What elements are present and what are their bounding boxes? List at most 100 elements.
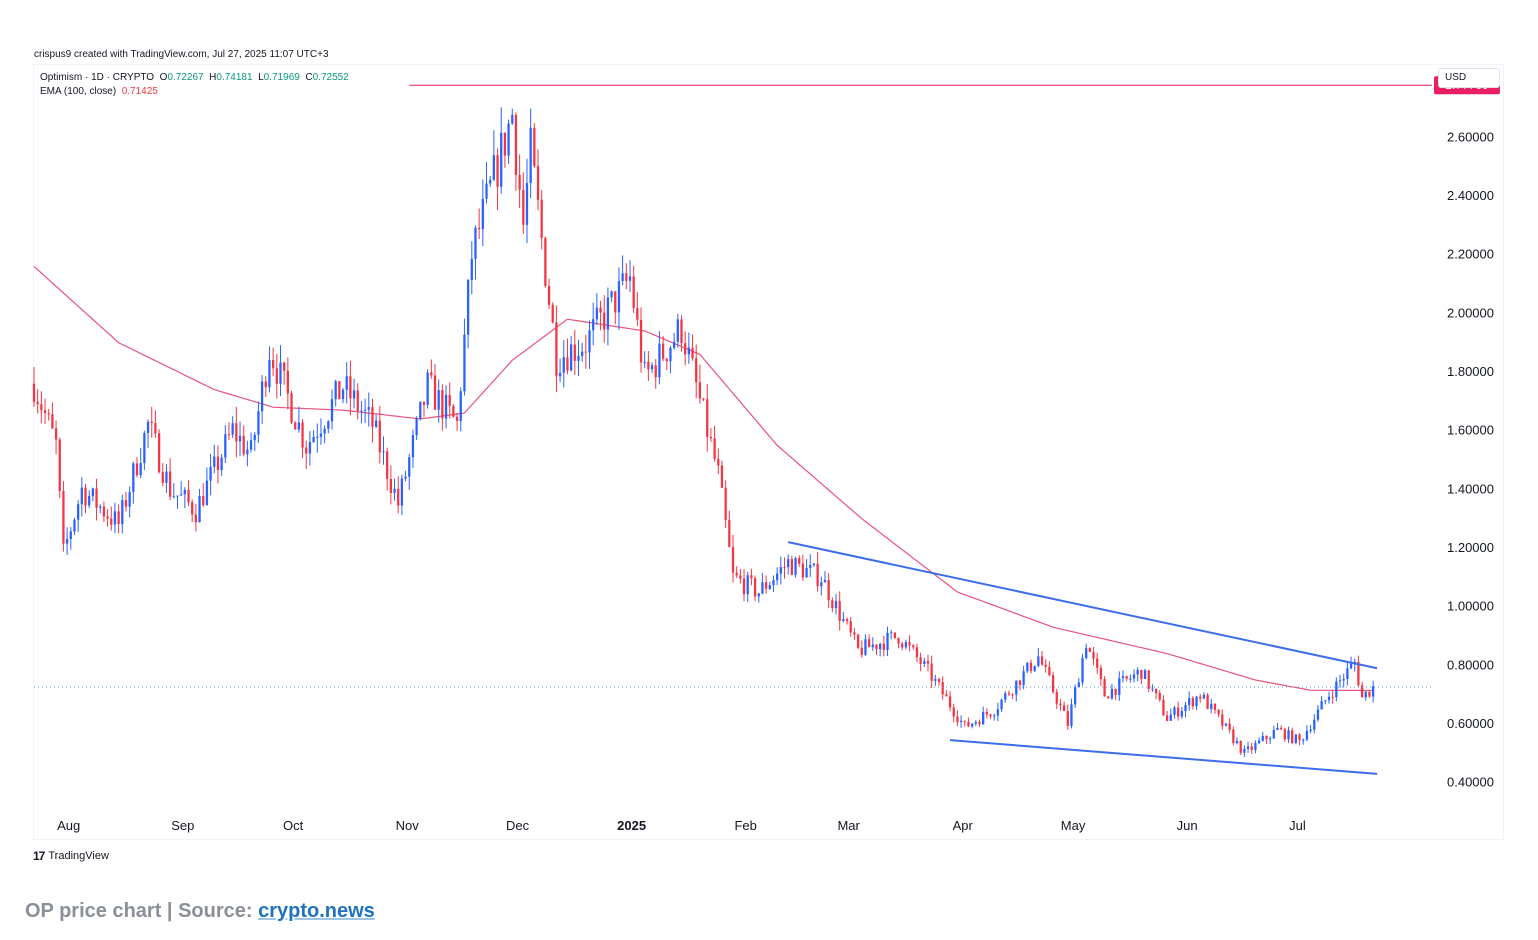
candle-body [393,488,396,493]
candle-body [1349,663,1353,669]
candle-body [566,357,569,371]
candle-body [536,166,540,200]
candle-body [1066,711,1069,726]
candle-body [312,436,315,442]
high-label: H [209,72,217,83]
candle-body [1287,730,1290,740]
candle-body [73,519,76,532]
candle-body [124,500,128,507]
candle-body [43,410,47,414]
candle-body [904,642,908,648]
chart-pane[interactable] [33,64,1504,840]
candle-body [161,472,164,483]
candle-body [1037,656,1040,666]
candle-body [915,647,919,658]
candle-body [1232,729,1235,744]
candle-body [165,471,168,483]
candle-body [739,575,742,579]
candle-body [1346,668,1349,680]
candle-body [772,580,775,586]
candle-body [386,451,389,479]
candle-body [643,361,646,363]
candle-body [603,312,606,330]
candle-body [569,344,573,371]
candle-body [441,390,444,419]
high-value: 0.74181 [216,72,253,83]
candle-body [238,435,242,442]
candle-body [305,447,308,454]
candle-body [1000,699,1003,710]
candle-body [948,696,952,708]
candle-body [1055,691,1058,704]
candle-body [415,418,418,436]
candle-body [1143,670,1147,679]
candle-body [1173,707,1176,715]
candle-body [40,404,43,411]
candle-body [757,593,760,597]
open-value: 0.72267 [167,72,204,83]
candle-body [323,428,326,434]
candle-body [378,420,381,453]
tradingview-logo-text: TradingView [48,850,109,862]
candle-body [297,422,301,430]
candle-body [371,407,374,427]
candle-body [180,494,183,496]
source-link[interactable]: crypto.news [258,900,375,922]
candle-body [1206,694,1209,709]
candle-body [474,227,477,259]
x-tick-label: Oct [283,818,304,833]
candle-body [404,476,407,479]
candle-body [930,663,933,681]
candle-body [801,563,805,578]
candle-body [581,351,584,357]
candle-body [1327,696,1331,701]
x-tick-label: Feb [734,818,756,833]
candle-body [952,707,955,717]
candle-body [1103,679,1106,697]
candle-body [647,361,650,370]
candle-body [1210,703,1213,709]
candle-body [69,531,72,540]
candle-body [746,575,749,595]
candle-body [1195,696,1198,707]
candle-body [592,319,595,331]
candle-body [650,365,654,370]
trendline-upper [787,541,1378,670]
y-tick-label: 2.00000 [1447,305,1494,320]
candle-body [856,634,860,648]
candle-body [1188,698,1191,705]
candle-body [1357,661,1360,686]
y-tick-label: 0.40000 [1447,775,1494,790]
candle-body [934,679,937,681]
currency-selector[interactable]: USD [1438,68,1500,88]
candle-body [890,632,893,634]
candle-body [349,376,352,399]
candle-body [639,319,643,363]
candle-body [1015,680,1018,695]
candle-body [1320,701,1323,710]
candle-body [113,511,117,525]
candle-body [1169,714,1172,721]
candle-body [1221,714,1224,726]
candle-body [139,463,142,476]
candle-body [32,383,36,402]
candle-body [912,645,915,648]
candle-body [989,714,992,717]
candle-body [831,600,834,609]
candle-body [176,495,179,497]
candle-body [805,567,808,578]
candle-body [923,661,926,664]
candle-body [779,567,782,574]
ema-line [33,265,1374,692]
candle-body [338,381,341,400]
y-tick-label: 1.80000 [1447,364,1494,379]
candle-body [599,307,602,313]
candle-body [761,582,764,594]
candle-body [1184,704,1187,712]
candle-body [1254,743,1257,750]
y-tick-label: 2.40000 [1447,188,1494,203]
candle-body [1177,707,1180,717]
candle-body [1147,670,1150,689]
candle-body [444,394,448,419]
